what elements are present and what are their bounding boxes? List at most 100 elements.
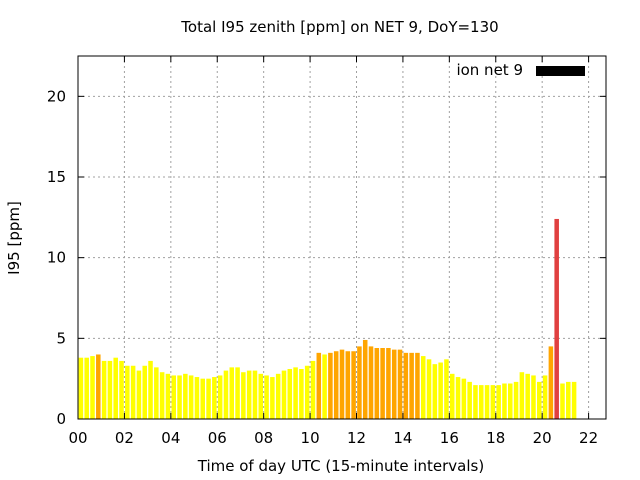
x-tick-label: 12 — [347, 429, 366, 447]
bar — [130, 365, 136, 419]
bar — [537, 381, 542, 419]
bars — [78, 218, 577, 419]
bar — [148, 360, 153, 419]
bar — [490, 385, 496, 419]
legend: ion net 9 — [456, 61, 585, 79]
bar — [101, 360, 107, 419]
bar — [275, 373, 281, 419]
bar — [90, 356, 95, 419]
bar — [235, 367, 240, 419]
bar — [542, 375, 548, 419]
bar — [125, 365, 130, 419]
bar — [403, 352, 409, 419]
bar — [571, 381, 577, 419]
x-tick-label: 06 — [208, 429, 227, 447]
bar — [304, 365, 310, 419]
bar — [473, 385, 478, 419]
bar — [362, 339, 368, 419]
x-tick-label: 16 — [440, 429, 459, 447]
bar — [513, 381, 519, 419]
bar — [339, 349, 345, 419]
plot-frame — [77, 55, 607, 420]
y-tick-label: 10 — [47, 249, 66, 267]
bar — [455, 377, 461, 419]
legend-swatch — [536, 66, 585, 76]
bar — [84, 357, 89, 419]
x-axis-title: Time of day UTC (15-minute intervals) — [197, 457, 484, 475]
x-tick-label: 10 — [301, 429, 320, 447]
bar — [310, 360, 316, 419]
x-tick-label: 20 — [533, 429, 552, 447]
bar — [449, 373, 455, 419]
bar — [258, 373, 264, 419]
bar — [107, 360, 113, 419]
bar — [508, 383, 513, 419]
bar — [293, 367, 298, 419]
bar — [478, 385, 484, 419]
bar — [78, 357, 84, 419]
bar — [188, 375, 194, 419]
bar — [548, 346, 554, 419]
bar — [96, 354, 101, 419]
bar — [154, 367, 159, 419]
y-tick-label: 15 — [47, 168, 66, 186]
y-tick-label: 5 — [56, 329, 66, 347]
bar — [287, 368, 293, 419]
bar — [316, 352, 322, 419]
bar — [322, 354, 327, 419]
bar — [281, 370, 287, 419]
y-tick-label: 20 — [47, 87, 66, 105]
bar — [496, 385, 501, 419]
bar — [444, 359, 449, 419]
bar — [212, 377, 217, 419]
bar — [177, 375, 182, 419]
bar — [380, 348, 385, 419]
bar — [525, 373, 530, 419]
bar — [461, 378, 467, 419]
bar — [374, 348, 380, 419]
bar — [200, 378, 206, 419]
bar — [183, 373, 188, 419]
bar — [502, 383, 507, 419]
bar — [357, 346, 362, 419]
bar — [484, 385, 490, 419]
bar — [252, 370, 258, 419]
bar — [119, 360, 124, 419]
chart-title: Total I95 zenith [ppm] on NET 9, DoY=130 — [180, 18, 498, 36]
bar — [438, 362, 443, 419]
bar — [241, 372, 246, 419]
bar — [560, 383, 565, 419]
bar — [136, 370, 142, 419]
grid — [78, 56, 606, 419]
bar — [345, 351, 351, 419]
x-tick-label: 18 — [486, 429, 505, 447]
bar — [270, 377, 275, 419]
y-tick-label: 0 — [56, 410, 66, 428]
bar — [554, 218, 559, 419]
bar — [519, 372, 525, 419]
bar — [426, 359, 432, 419]
x-tick-label: 04 — [161, 429, 180, 447]
bar — [467, 381, 472, 419]
bar — [368, 346, 374, 419]
bar — [194, 377, 200, 419]
x-tick-label: 14 — [393, 429, 412, 447]
bar — [432, 364, 438, 419]
x-tick-label: 00 — [68, 429, 87, 447]
bar — [171, 375, 176, 419]
bar — [165, 373, 171, 419]
bar — [159, 372, 165, 419]
bar — [142, 365, 147, 419]
y-axis-title: I95 [ppm] — [5, 201, 23, 275]
bar — [333, 351, 339, 419]
bar — [229, 367, 235, 419]
bar — [415, 352, 420, 419]
bar — [299, 368, 304, 419]
bar — [397, 349, 403, 419]
bar — [409, 352, 414, 419]
bar — [206, 378, 211, 419]
x-tick-label: 08 — [254, 429, 273, 447]
x-tick-label: 02 — [115, 429, 134, 447]
ticks: 0 5 10 15 20 00 02 04 06 08 10 12 14 16 18 20 22 — [47, 56, 606, 447]
